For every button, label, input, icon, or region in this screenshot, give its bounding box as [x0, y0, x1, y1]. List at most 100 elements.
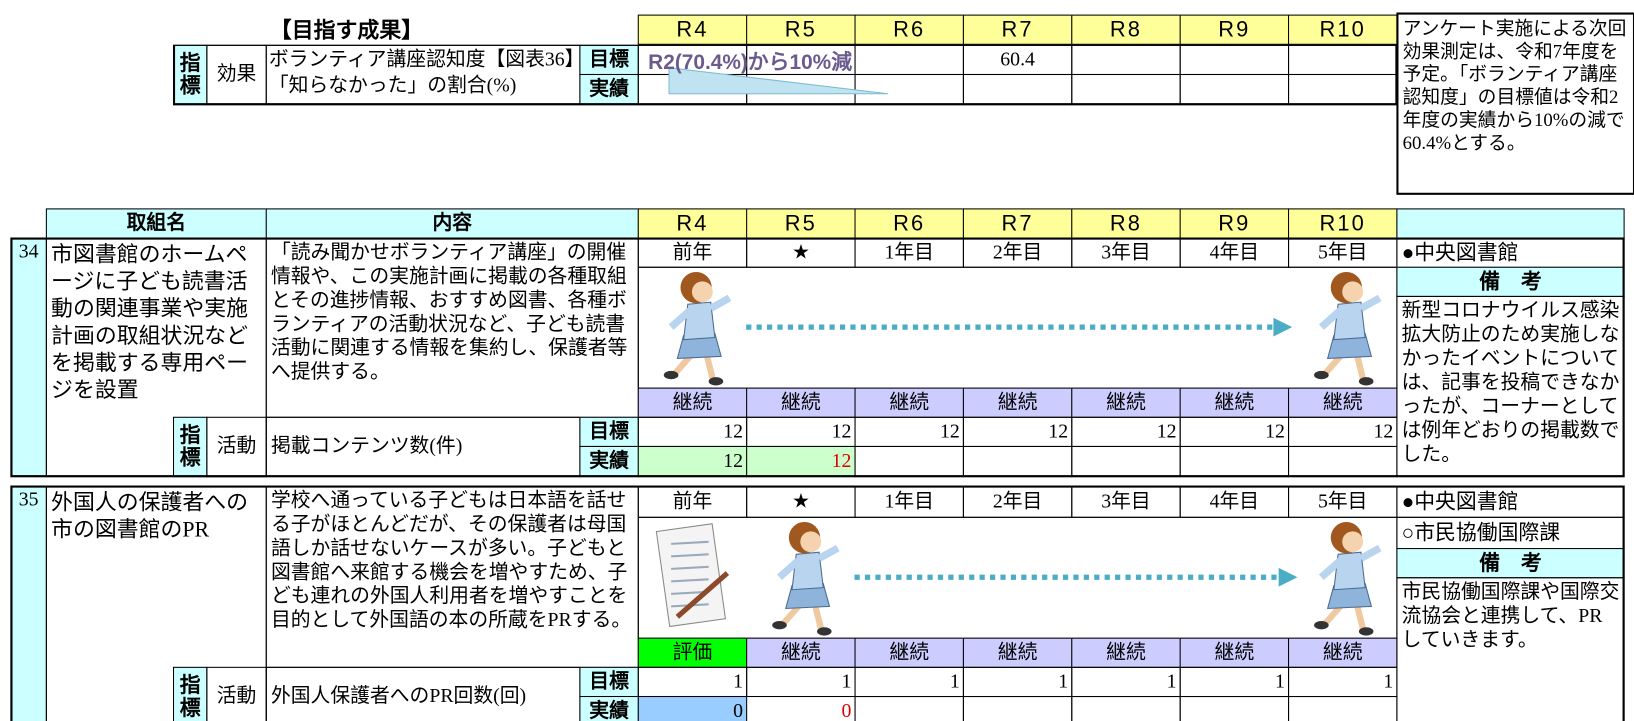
year-header: R9	[1179, 208, 1290, 239]
runner-part	[816, 627, 832, 636]
runner-part	[817, 544, 840, 562]
runner	[1314, 271, 1382, 386]
target-label: 目標	[579, 44, 639, 76]
runner-part	[800, 531, 822, 553]
runner-part	[1314, 370, 1329, 380]
status: 継続	[962, 637, 1073, 668]
item-content: 「読み聞かせボランティア講座」の開催情報や、この実施計画に掲載の各種取組とその進…	[265, 237, 639, 418]
clipboard-part	[671, 565, 709, 570]
status: 継続	[1179, 637, 1290, 668]
year-header: R7	[962, 14, 1073, 45]
column-header	[1396, 208, 1625, 239]
runner-part	[708, 294, 732, 312]
status: 継続	[854, 387, 964, 418]
runner	[772, 521, 840, 636]
item-name: 市図書館のホームページに子ども読書活動の関連事業や実施計画の取組状況などを掲載す…	[45, 237, 267, 478]
clipboard	[655, 523, 730, 628]
remarks-label: 備 考	[1396, 266, 1625, 297]
runner-part	[1353, 353, 1367, 381]
runner-part	[1314, 620, 1329, 630]
runner-part	[668, 307, 693, 330]
status: 継続	[1071, 637, 1181, 668]
remarks: 新型コロナウイルス感染拡大防止のため実施しなかったイベントについては、記事を投稿…	[1396, 295, 1625, 478]
remarks-label: 備 考	[1396, 548, 1625, 579]
callout-shape	[668, 67, 888, 95]
actual-value: 0	[637, 695, 748, 721]
runner-part	[708, 377, 724, 386]
year-header: R8	[1071, 208, 1181, 239]
year-header: R4	[637, 208, 748, 239]
illustration	[668, 67, 888, 95]
item-border	[10, 237, 1625, 478]
indicator-label: 指標	[172, 44, 208, 106]
year-header: R4	[637, 14, 748, 45]
year-header: R8	[1071, 14, 1181, 45]
column-header: 内容	[265, 208, 639, 239]
clipboard-part	[671, 578, 709, 583]
runner-part	[1342, 531, 1364, 553]
illustration	[663, 271, 1382, 386]
runner-part	[777, 557, 801, 580]
year-header: R10	[1288, 208, 1398, 239]
status: 継続	[1288, 387, 1398, 418]
actual-label: 実績	[579, 445, 639, 478]
year-header: R6	[854, 208, 964, 239]
runner-part	[1359, 294, 1382, 312]
runner-part	[1358, 377, 1374, 386]
runner-part	[691, 281, 713, 303]
runner-part	[1358, 627, 1374, 636]
runner-part	[1333, 301, 1366, 341]
item-border	[10, 485, 1625, 721]
year-header: R9	[1179, 14, 1290, 45]
section-title: 【目指す成果】	[269, 17, 424, 43]
measure-line: 「知らなかった」の割合(%)	[268, 75, 517, 97]
status: 継続	[1179, 387, 1290, 418]
year-header: R5	[746, 208, 856, 239]
runner-part	[1342, 281, 1364, 303]
runner-part	[811, 603, 825, 631]
year-header: R10	[1288, 14, 1398, 45]
year-header: R6	[854, 14, 964, 45]
runner-part	[1318, 307, 1343, 330]
target-label: 目標	[579, 416, 639, 447]
actual-value: 0	[746, 695, 856, 721]
actual-label: 実績	[579, 695, 639, 721]
year-header: R5	[746, 14, 856, 45]
arrow-head	[1273, 317, 1293, 337]
status: 評価	[637, 637, 748, 668]
measure-line: ボランティア講座認知度【図表36】	[268, 48, 581, 71]
runner-part	[663, 370, 679, 380]
runner-part	[1353, 603, 1367, 631]
callout: R2(70.4%)から10%減	[648, 50, 853, 74]
runner	[1314, 521, 1382, 636]
column-header: 取組名	[45, 208, 267, 239]
actual-label: 実績	[579, 73, 639, 106]
indicator-label: 指標	[172, 666, 208, 721]
runner-part	[703, 353, 716, 381]
runner-part	[1333, 551, 1366, 591]
note: アンケート実施による次回効果測定は、令和7年度を予定。「ボランティア講座認知度」…	[1396, 12, 1634, 195]
clipboard-part	[655, 523, 727, 628]
block-border	[172, 44, 1398, 106]
runner-part	[1318, 557, 1343, 580]
status: 継続	[1288, 637, 1398, 668]
runner-part	[1359, 544, 1382, 562]
arrow-head	[1278, 567, 1298, 587]
illustration	[655, 521, 1382, 636]
clipboard-part	[675, 571, 730, 619]
remarks: 市民協働国際課や国際交流協会と連携して、PRしていきます。	[1396, 577, 1625, 721]
status: 継続	[1071, 387, 1181, 418]
runner-part	[772, 620, 787, 630]
runner-part	[683, 301, 716, 341]
runner	[663, 271, 732, 386]
status: 継続	[962, 387, 1073, 418]
clipboard-part	[671, 540, 709, 545]
runner-part	[791, 551, 824, 591]
target-label: 目標	[579, 666, 639, 698]
year-header: R7	[962, 208, 1073, 239]
actual-value: 12	[637, 445, 748, 478]
item-number: 34	[10, 237, 47, 478]
clipboard-part	[671, 553, 709, 558]
